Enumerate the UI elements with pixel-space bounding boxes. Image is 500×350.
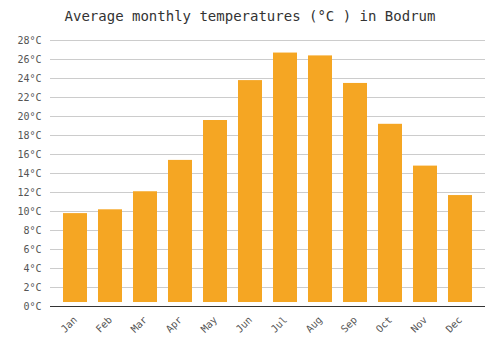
svg-text:May: May: [199, 314, 220, 335]
svg-text:4°C: 4°C: [23, 263, 41, 274]
svg-text:0°C: 0°C: [23, 301, 41, 312]
svg-text:Jan: Jan: [59, 314, 80, 335]
svg-text:Sep: Sep: [339, 314, 360, 335]
svg-text:16°C: 16°C: [17, 149, 41, 160]
svg-text:26°C: 26°C: [17, 54, 41, 65]
html-text:Average monthly temperatures (: Average monthly temperatures (°C ) in Bo…: [64, 8, 436, 24]
svg-text:Feb: Feb: [94, 314, 115, 335]
svg-text:22°C: 22°C: [17, 92, 41, 103]
svg-text:12°C: 12°C: [17, 187, 41, 198]
svg-text:8°C: 8°C: [23, 225, 41, 236]
svg-text:10°C: 10°C: [17, 206, 41, 217]
svg-text:Dec: Dec: [444, 314, 465, 335]
svg-text:28°C: 28°C: [17, 35, 41, 46]
svg-text:18°C: 18°C: [17, 130, 41, 141]
svg-text:6°C: 6°C: [23, 244, 41, 255]
svg-text:2°C: 2°C: [23, 282, 41, 293]
svg-text:Apr: Apr: [164, 314, 185, 335]
svg-text:20°C: 20°C: [17, 111, 41, 122]
svg-text:Jul: Jul: [269, 314, 290, 335]
svg-text:Nov: Nov: [409, 314, 430, 335]
svg-text:Jun: Jun: [234, 314, 255, 335]
svg-text:14°C: 14°C: [17, 168, 41, 179]
svg-text:Oct: Oct: [374, 314, 395, 335]
svg-text:24°C: 24°C: [17, 73, 41, 84]
svg-text:Aug: Aug: [304, 314, 325, 335]
svg-text:Mar: Mar: [129, 314, 150, 335]
